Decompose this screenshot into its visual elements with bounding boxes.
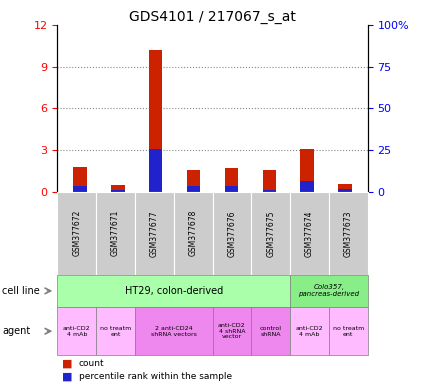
Bar: [74, 167, 87, 192]
Text: GSM377676: GSM377676: [227, 210, 236, 257]
Bar: [263, 190, 276, 192]
Bar: [225, 168, 238, 192]
Bar: [111, 190, 125, 192]
Bar: [187, 170, 200, 192]
Text: 2 anti-CD24
shRNA vectors: 2 anti-CD24 shRNA vectors: [151, 326, 197, 337]
Text: no treatm
ent: no treatm ent: [333, 326, 364, 337]
Bar: [263, 170, 276, 192]
Bar: [187, 186, 200, 192]
Text: HT29, colon-derived: HT29, colon-derived: [125, 286, 223, 296]
Text: cell line: cell line: [2, 286, 40, 296]
Bar: [300, 181, 314, 192]
Bar: [111, 185, 125, 192]
Text: GDS4101 / 217067_s_at: GDS4101 / 217067_s_at: [129, 10, 296, 23]
Text: GSM377671: GSM377671: [111, 210, 120, 257]
Text: GSM377673: GSM377673: [344, 210, 353, 257]
Bar: [149, 149, 162, 192]
Text: no treatm
ent: no treatm ent: [100, 326, 131, 337]
Bar: [338, 184, 351, 192]
Text: count: count: [79, 359, 104, 368]
Text: ■: ■: [62, 358, 72, 368]
Bar: [74, 186, 87, 192]
Text: Colo357,
pancreas-derived: Colo357, pancreas-derived: [298, 285, 360, 297]
Bar: [225, 186, 238, 192]
Text: GSM377672: GSM377672: [72, 210, 81, 257]
Text: control
shRNA: control shRNA: [260, 326, 282, 337]
Text: agent: agent: [2, 326, 30, 336]
Text: GSM377674: GSM377674: [305, 210, 314, 257]
Text: percentile rank within the sample: percentile rank within the sample: [79, 372, 232, 381]
Text: anti-CD2
4 mAb: anti-CD2 4 mAb: [296, 326, 323, 337]
Text: anti-CD2
4 shRNA
vector: anti-CD2 4 shRNA vector: [218, 323, 246, 339]
Text: anti-CD2
4 mAb: anti-CD2 4 mAb: [63, 326, 91, 337]
Text: GSM377677: GSM377677: [150, 210, 159, 257]
Bar: [300, 149, 314, 192]
Text: GSM377678: GSM377678: [189, 210, 198, 257]
Text: GSM377675: GSM377675: [266, 210, 275, 257]
Bar: [338, 189, 351, 192]
Bar: [149, 50, 162, 192]
Text: ■: ■: [62, 372, 72, 382]
